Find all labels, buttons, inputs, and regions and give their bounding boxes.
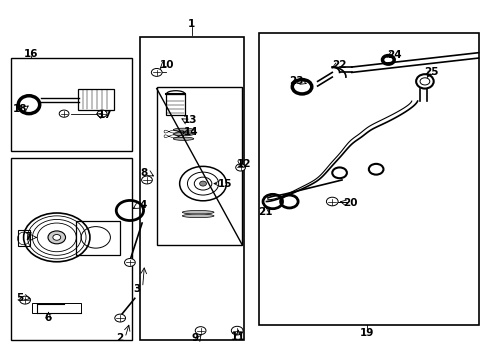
Circle shape bbox=[199, 181, 206, 186]
Text: 7: 7 bbox=[24, 232, 31, 242]
Text: 3: 3 bbox=[133, 284, 141, 294]
Text: 10: 10 bbox=[160, 60, 174, 70]
Text: 6: 6 bbox=[45, 313, 52, 323]
Circle shape bbox=[53, 234, 61, 240]
Circle shape bbox=[124, 258, 135, 266]
Text: 22: 22 bbox=[332, 60, 346, 70]
Text: 20: 20 bbox=[343, 198, 357, 208]
Text: 1: 1 bbox=[188, 19, 195, 29]
Ellipse shape bbox=[182, 211, 214, 214]
Circle shape bbox=[115, 314, 125, 322]
Circle shape bbox=[151, 68, 162, 76]
Bar bbox=[78, 89, 114, 110]
Text: 12: 12 bbox=[237, 159, 251, 169]
Text: 8: 8 bbox=[140, 168, 147, 178]
Text: 21: 21 bbox=[258, 207, 272, 217]
Circle shape bbox=[195, 327, 205, 334]
Text: 9: 9 bbox=[191, 333, 198, 343]
Text: 2: 2 bbox=[116, 333, 123, 343]
Circle shape bbox=[59, 110, 69, 117]
Text: 13: 13 bbox=[182, 115, 197, 125]
Ellipse shape bbox=[182, 214, 214, 218]
Circle shape bbox=[20, 296, 30, 304]
Bar bbox=[76, 221, 120, 255]
Text: 18: 18 bbox=[13, 104, 27, 114]
Text: 14: 14 bbox=[183, 127, 198, 136]
Text: 16: 16 bbox=[23, 49, 38, 59]
Bar bbox=[140, 37, 244, 339]
Text: 15: 15 bbox=[217, 179, 232, 189]
Circle shape bbox=[231, 326, 243, 335]
Text: 11: 11 bbox=[230, 332, 245, 342]
Text: 19: 19 bbox=[360, 328, 374, 338]
Bar bbox=[157, 87, 242, 244]
Circle shape bbox=[142, 176, 152, 184]
Bar bbox=[166, 94, 184, 116]
Circle shape bbox=[326, 197, 337, 206]
Ellipse shape bbox=[173, 128, 193, 131]
Text: 23: 23 bbox=[289, 76, 304, 86]
Ellipse shape bbox=[173, 132, 193, 136]
Bar bbox=[259, 33, 478, 325]
Bar bbox=[32, 303, 81, 314]
Text: 17: 17 bbox=[98, 111, 113, 121]
Text: 5: 5 bbox=[17, 293, 24, 303]
Circle shape bbox=[97, 110, 107, 117]
Text: 25: 25 bbox=[423, 67, 438, 77]
Ellipse shape bbox=[173, 137, 193, 140]
Text: 4: 4 bbox=[139, 200, 146, 210]
Bar bbox=[11, 158, 132, 339]
Bar bbox=[11, 58, 132, 151]
Text: 24: 24 bbox=[386, 50, 401, 60]
Bar bbox=[18, 230, 30, 246]
Circle shape bbox=[48, 231, 65, 244]
Circle shape bbox=[235, 164, 245, 171]
